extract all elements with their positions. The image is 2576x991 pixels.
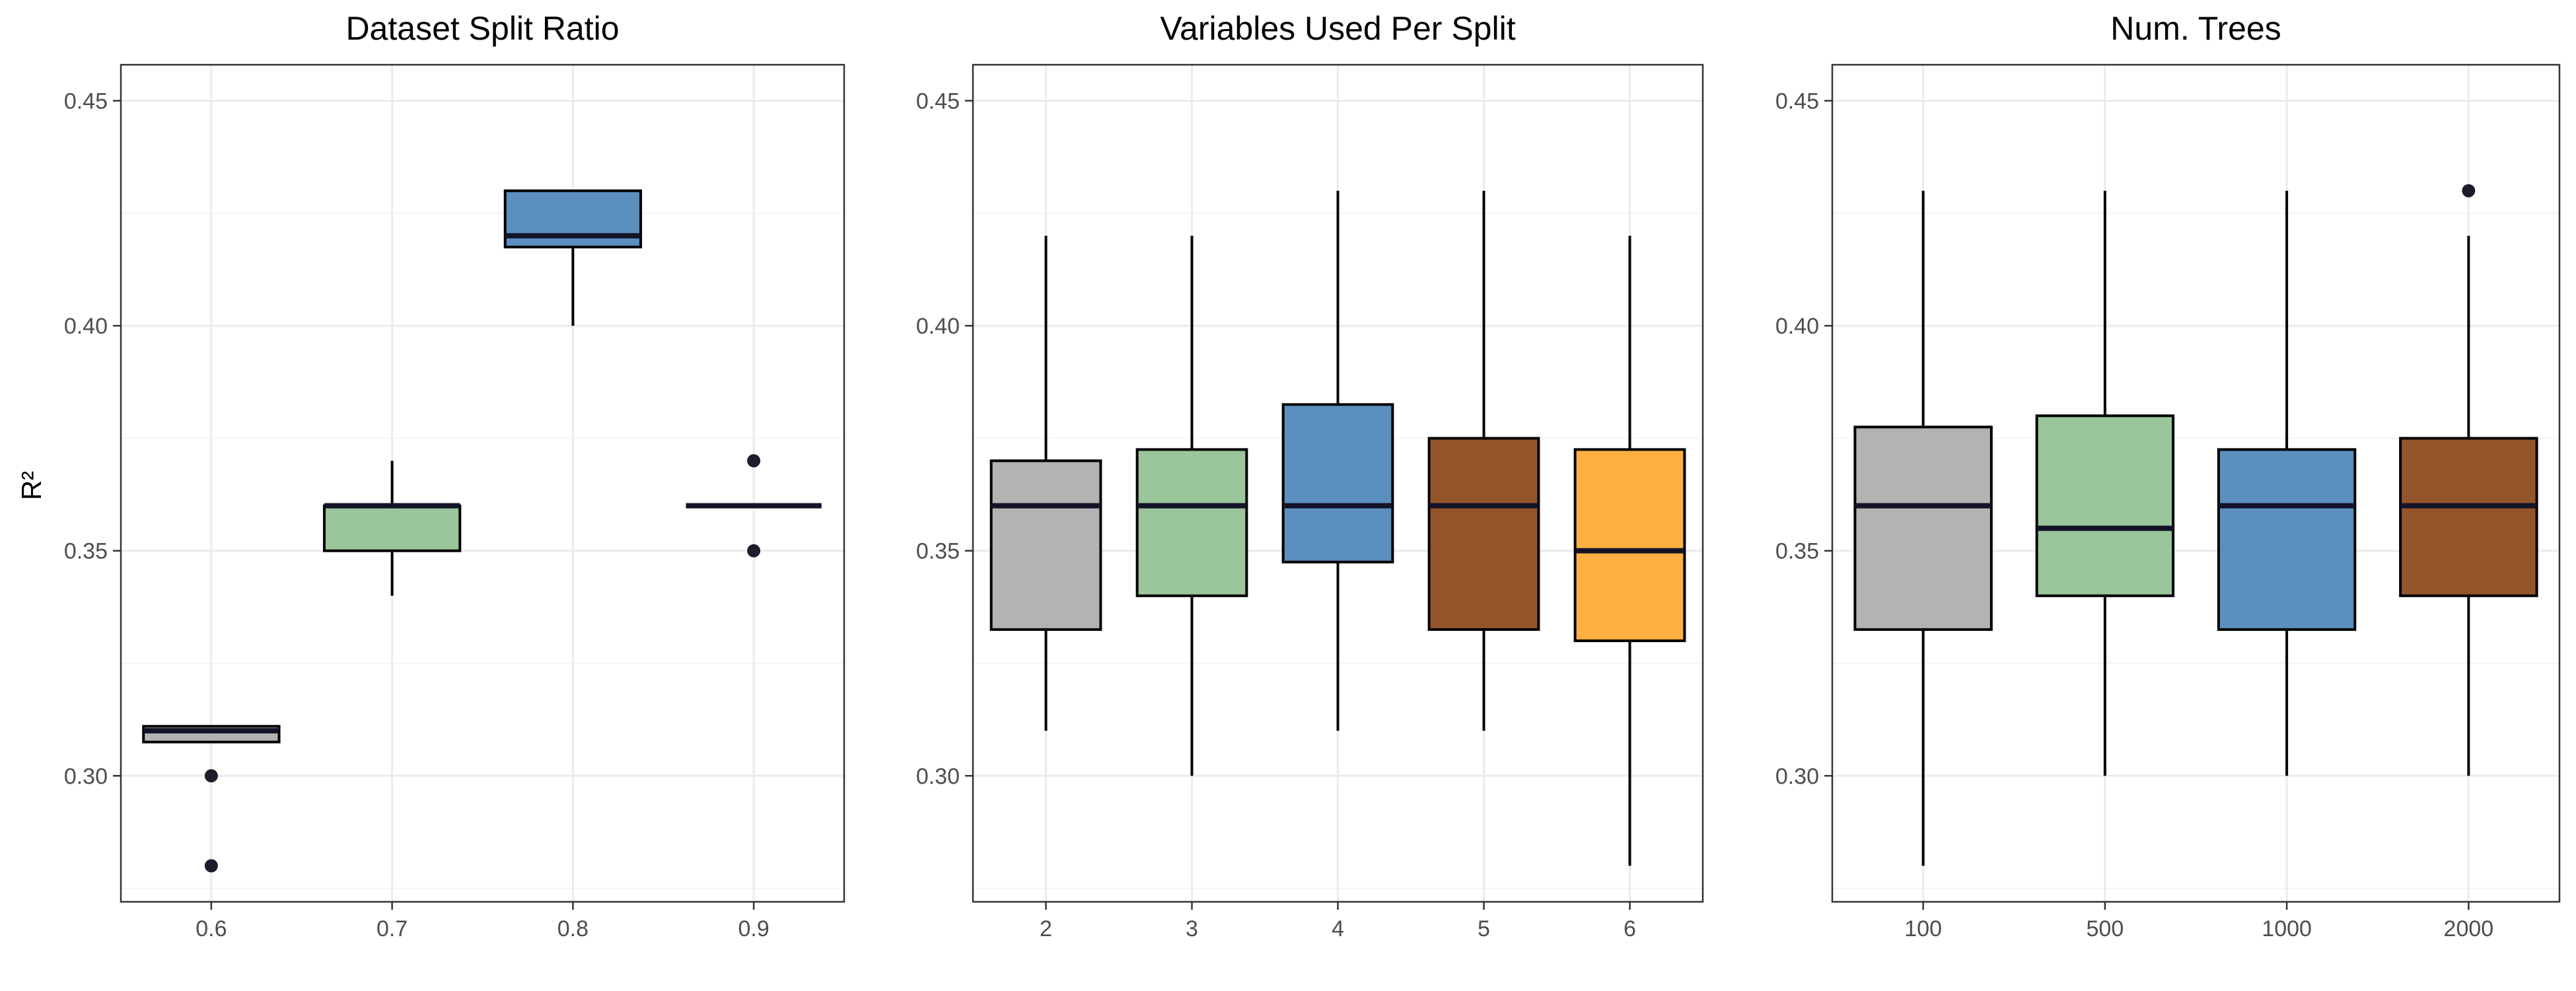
box-500: [2035, 190, 2175, 776]
y-tick-label: 0.40: [64, 314, 108, 339]
panel-title: Dataset Split Ratio: [345, 10, 619, 47]
x-tick-label: 3: [1186, 916, 1198, 941]
box-1000: [2217, 190, 2357, 776]
iqr-box: [1853, 425, 1993, 631]
y-tick-label: 0.35: [64, 539, 108, 564]
y-axis-title: R²: [16, 471, 47, 500]
panels: Dataset Split Ratio 0.30 0.35 0.40 0.45 0.6 0.…: [64, 10, 2561, 941]
outlier-point: [747, 544, 761, 558]
panel-1: Dataset Split Ratio 0.30 0.35 0.40 0.45 0.6 0.…: [64, 10, 845, 941]
y-tick-label: 0.35: [1775, 539, 1819, 564]
box-2000: [2399, 184, 2538, 776]
x-tick-label: 0.8: [557, 916, 589, 941]
iqr-box: [1427, 437, 1540, 631]
x-tick-label: 100: [1904, 916, 1942, 941]
x-tick-label: 6: [1624, 916, 1636, 941]
x-tick-label: 0.9: [738, 916, 769, 941]
iqr-box: [503, 189, 643, 248]
y-tick-label: 0.45: [916, 89, 960, 114]
x-tick-label: 5: [1478, 916, 1490, 941]
y-tick-label: 0.45: [1775, 89, 1819, 114]
iqr-box: [322, 504, 462, 552]
y-tick-label: 0.40: [916, 314, 960, 339]
box-3: [1135, 235, 1248, 776]
y-tick-label: 0.30: [1775, 764, 1819, 789]
x-tick-label: 2000: [2444, 916, 2494, 941]
box-0.7: [322, 460, 462, 596]
y-tick-label: 0.45: [64, 89, 108, 114]
iqr-box: [2399, 437, 2538, 597]
box-0.6: [142, 725, 281, 873]
y-tick-label: 0.30: [64, 764, 108, 789]
outlier-point: [2462, 184, 2476, 198]
box-2: [989, 235, 1102, 731]
iqr-box: [989, 459, 1102, 631]
y-tick-label: 0.40: [1775, 314, 1819, 339]
iqr-box: [2217, 448, 2357, 631]
panel-frame: [120, 63, 845, 903]
box-4: [1281, 190, 1394, 731]
iqr-box: [1135, 448, 1248, 597]
x-tick-label: 500: [2087, 916, 2124, 941]
panel-frame: [1831, 63, 2561, 903]
box-0.9: [686, 454, 822, 558]
box-0.8: [503, 189, 643, 326]
iqr-box: [1281, 403, 1394, 564]
box-6: [1573, 235, 1686, 866]
x-tick-label: 0.6: [196, 916, 227, 941]
iqr-box: [2035, 414, 2175, 597]
x-tick-label: 0.7: [376, 916, 408, 941]
outlier-point: [204, 769, 218, 783]
y-tick-label: 0.30: [916, 764, 960, 789]
panel-title: Num. Trees: [2110, 10, 2281, 47]
panel-frame: [972, 63, 1704, 903]
x-tick-label: 2: [1040, 916, 1052, 941]
outlier-point: [204, 859, 218, 873]
y-tick-label: 0.35: [916, 539, 960, 564]
outlier-point: [747, 454, 761, 468]
box-100: [1853, 190, 1993, 866]
x-tick-label: 4: [1332, 916, 1344, 941]
panel-title: Variables Used Per Split: [1160, 10, 1515, 47]
box-5: [1427, 190, 1540, 731]
iqr-box: [1573, 448, 1686, 642]
panel-2: Variables Used Per Split 0.30 0.35 0.40 0.45…: [916, 10, 1704, 941]
x-tick-label: 1000: [2262, 916, 2312, 941]
panel-3: Num. Trees 0.30 0.35 0.40 0.45 100 500 1000 2000: [1775, 10, 2561, 941]
